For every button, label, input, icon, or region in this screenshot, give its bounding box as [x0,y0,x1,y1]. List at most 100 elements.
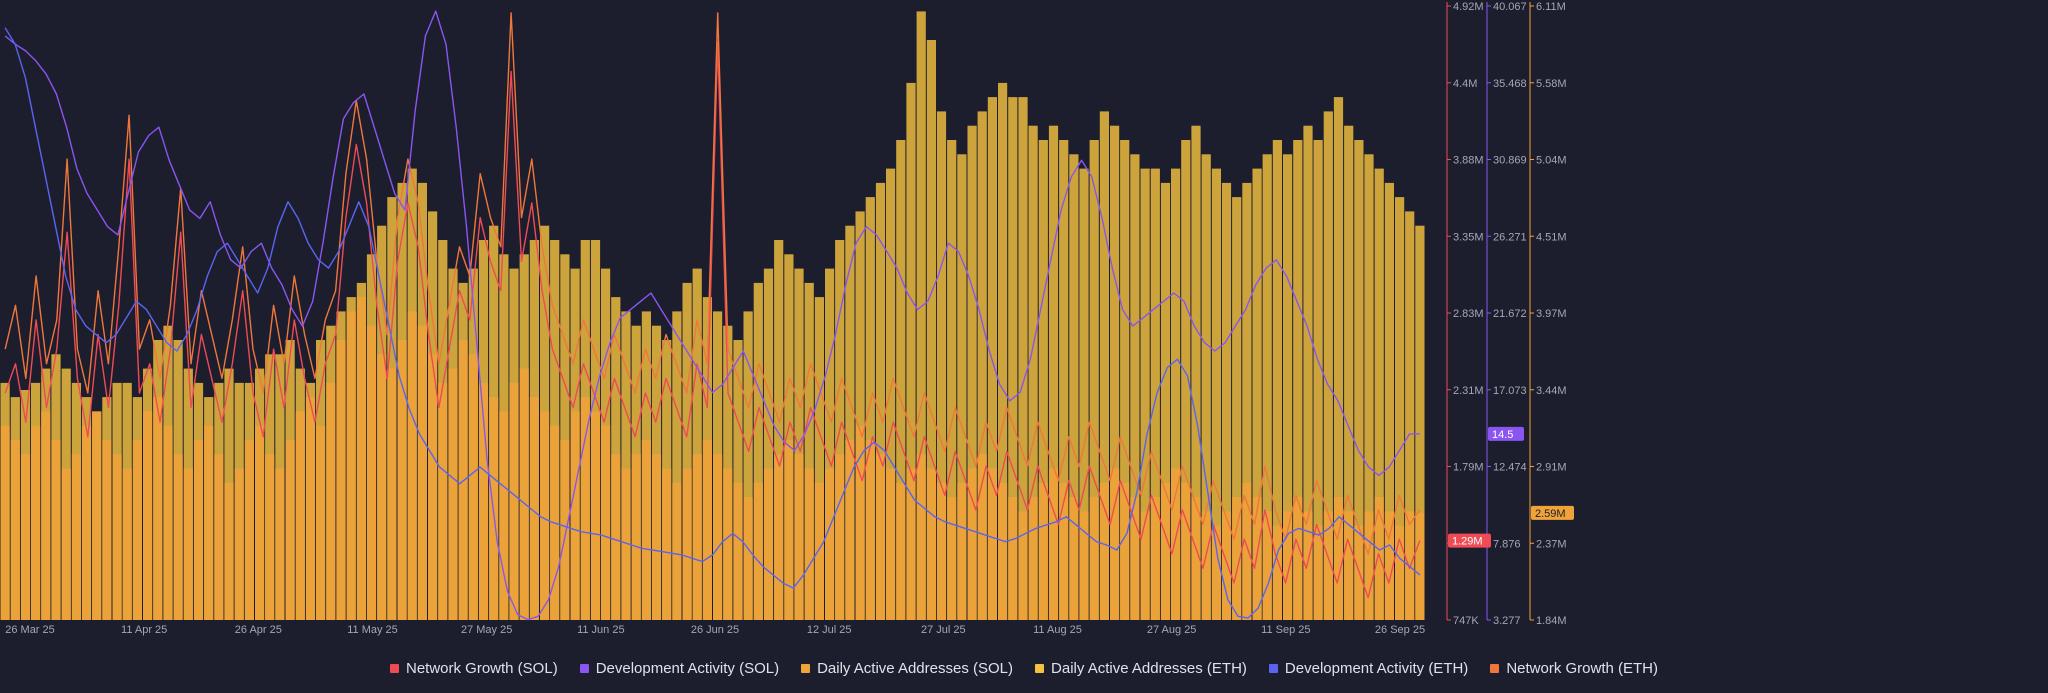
bar-daily-active-eth [1059,140,1069,620]
legend-swatch-daily-active-addresses-sol [801,663,811,673]
bar-daily-active-sol [1272,525,1282,620]
legend-item-development-activity-sol[interactable]: Development Activity (SOL) [579,660,779,677]
bar-daily-active-sol [1232,497,1242,620]
bar-daily-active-sol [10,440,20,620]
bar-daily-active-sol [1059,482,1069,620]
bar-daily-active-eth [1221,182,1232,620]
y-tick-label-daily_active_addresses: 5.58M [1536,78,1567,90]
bar-daily-active-sol [1384,511,1394,620]
bar-daily-active-eth [906,82,916,620]
bar-daily-active-sol [743,497,753,620]
bar-daily-active-eth [1211,168,1221,620]
bar-daily-active-eth [1038,140,1048,620]
bar-daily-active-eth [1293,140,1303,620]
bar-daily-active-sol [285,440,295,620]
value-badge-development_activity [1488,426,1524,441]
bar-daily-active-eth [865,197,875,620]
bar-daily-active-eth [926,40,936,620]
bar-daily-active-sol [1038,482,1048,620]
bar-daily-active-eth [875,182,886,620]
bar-layer [0,11,1425,621]
legend-label: Network Growth (SOL) [405,659,558,677]
bar-daily-active-eth [1303,125,1313,620]
y-tick-label-daily_active_addresses: 3.97M [1536,308,1567,320]
bar-daily-active-eth [957,154,967,621]
value-badge-label: 14.5 [1492,429,1513,441]
legend-item-daily-active-addresses-sol[interactable]: Daily Active Addresses (SOL) [801,660,1013,677]
bar-daily-active-sol [886,468,896,620]
bar-daily-active-sol [1089,497,1099,620]
legend-swatch-development-activity-eth [1268,663,1278,673]
bar-daily-active-sol [987,468,997,620]
bar-daily-active-sol [336,340,346,620]
legend: Network Growth (SOL) Development Activit… [0,655,2048,681]
bar-daily-active-sol [713,454,723,620]
y-tick-label-network_growth: 1.79M [1453,462,1484,474]
bar-daily-active-sol [794,454,804,620]
y-tick-label-network_growth: 4.4M [1453,78,1477,90]
legend-item-daily-active-addresses-eth[interactable]: Daily Active Addresses (ETH) [1035,660,1247,677]
series-line-development-activity-eth [4,27,1421,619]
legend-swatch-network-growth-sol [389,663,399,673]
bar-daily-active-sol [763,468,774,620]
bar-daily-active-sol [906,468,916,620]
bar-daily-active-sol [438,382,448,620]
bar-daily-active-sol [580,397,590,620]
bar-daily-active-eth [1272,140,1282,620]
y-tick-label-development_activity: 30.869 [1493,155,1527,167]
bar-daily-active-eth [1008,97,1018,621]
bar-daily-active-sol [1201,511,1211,620]
bar-daily-active-eth [1110,125,1120,620]
bar-daily-active-eth [753,282,763,620]
bar-daily-active-eth [936,111,947,621]
bar-daily-active-eth [1262,154,1272,621]
bar-daily-active-sol [417,325,427,620]
legend-swatch-daily-active-addresses-eth [1035,663,1045,673]
bar-daily-active-eth [1181,140,1191,620]
x-axis-ticks: 26 Mar 25 11 Apr 25 26 Apr 25 11 May 25 27 M… [5,624,1425,636]
legend-swatch-development-activity-sol [579,663,589,673]
legend-label: Daily Active Addresses (SOL) [817,659,1014,677]
value-badge-daily_active_addresses [1531,505,1574,520]
bar-daily-active-sol [804,468,814,620]
bar-daily-active-sol [570,411,580,620]
legend-item-network-growth-sol[interactable]: Network Growth (SOL) [389,659,558,677]
legend-item-network-growth-eth[interactable]: Network Growth (ETH) [1490,660,1658,677]
bar-daily-active-sol [601,425,611,620]
bar-daily-active-eth [1191,125,1201,620]
bar-daily-active-sol [1283,511,1293,620]
bar-daily-active-eth [1232,197,1242,620]
bar-daily-active-sol [499,411,509,620]
bar-daily-active-sol [1171,468,1181,620]
bar-daily-active-sol [1323,511,1333,620]
y-tick-label-development_activity: 12.474 [1493,462,1527,474]
bar-daily-active-sol [173,454,183,620]
bar-daily-active-sol [92,411,102,620]
bar-daily-active-sol [845,440,855,620]
bar-daily-active-sol [723,468,733,620]
value-badge-label: 1.29M [1452,536,1483,548]
bar-daily-active-sol [977,454,987,620]
bar-daily-active-sol [31,425,41,620]
bar-daily-active-eth [733,340,743,620]
bar-daily-active-sol [692,454,702,620]
bar-daily-active-eth [743,311,753,620]
bar-daily-active-sol [682,468,692,620]
bar-daily-active-sol [1313,525,1323,620]
bar-daily-active-sol [784,440,794,620]
y-tick-label-daily_active_addresses: 4.51M [1536,231,1567,243]
bar-daily-active-eth [1405,211,1415,620]
bar-daily-active-eth [1374,168,1384,620]
bar-daily-active-sol [407,311,417,620]
bar-daily-active-sol [509,382,519,620]
bar-daily-active-eth [814,297,824,620]
y-tick-label-development_activity: 17.073 [1493,385,1527,397]
value-badge-network_growth [1448,533,1491,548]
bar-daily-active-sol [631,454,641,620]
bar-daily-active-sol [1344,511,1354,620]
bar-daily-active-sol [865,440,875,620]
bar-daily-active-sol [560,440,570,620]
y-tick-label-development_activity: 35.468 [1493,78,1527,90]
legend-item-development-activity-eth[interactable]: Development Activity (ETH) [1268,660,1468,677]
x-tick-label: 27 May 25 [461,624,512,636]
